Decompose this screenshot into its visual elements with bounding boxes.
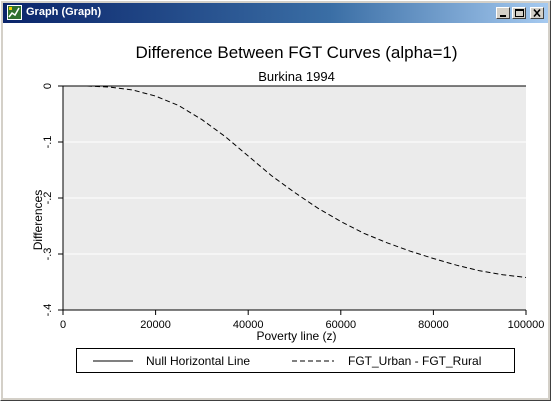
- legend-swatch-dashed: [292, 360, 334, 362]
- y-tick-label: 0: [42, 83, 54, 89]
- legend-swatch-solid: [93, 360, 133, 362]
- close-button[interactable]: [530, 7, 544, 19]
- tick-labels: 0 -.1 -.2 -.3 -.4 0 20000 40000 60000 80000 100000: [42, 83, 544, 331]
- graph-area: Difference Between FGT Curves (alpha=1) …: [3, 23, 548, 398]
- close-icon: [533, 8, 541, 18]
- stata-graph-icon: [7, 5, 22, 20]
- grid-lines: [63, 141, 526, 255]
- minimize-button[interactable]: [496, 7, 510, 19]
- legend-label: FGT_Urban - FGT_Rural: [348, 354, 482, 368]
- x-tick-label: 60000: [326, 319, 357, 331]
- title-bar[interactable]: Graph (Graph): [3, 3, 548, 23]
- x-tick-label: 40000: [233, 319, 264, 331]
- minimize-icon: [500, 15, 506, 17]
- y-tick-label: -.3: [42, 248, 54, 261]
- legend: Null Horizontal Line FGT_Urban - FGT_Rur…: [76, 348, 515, 373]
- y-tick-label: -.4: [42, 304, 54, 317]
- legend-label: Null Horizontal Line: [146, 354, 251, 368]
- chart-canvas: 0 -.1 -.2 -.3 -.4 0 20000 40000 60000 80000 100000: [42, 83, 544, 331]
- axes: [58, 85, 527, 315]
- x-tick-label: 20000: [140, 319, 171, 331]
- y-axis-label: Differences: [31, 189, 45, 251]
- x-axis-label: Poverty line (z): [256, 329, 337, 343]
- x-tick-label: 0: [60, 319, 66, 331]
- x-tick-label: 100000: [508, 319, 545, 331]
- series-lines: [63, 85, 527, 278]
- x-tick-label: 80000: [418, 319, 449, 331]
- maximize-button[interactable]: [512, 7, 526, 19]
- window-title: Graph (Graph): [26, 6, 102, 18]
- fgt-difference-line: [63, 85, 527, 278]
- maximize-icon: [515, 9, 524, 17]
- chart-subtitle: Burkina 1994: [258, 69, 335, 84]
- y-tick-label: -.1: [42, 136, 54, 149]
- y-tick-label: -.2: [42, 192, 54, 205]
- legend-item-fgt-diff: FGT_Urban - FGT_Rural: [290, 354, 510, 368]
- legend-item-null-line: Null Horizontal Line: [91, 354, 281, 368]
- chart-title: Difference Between FGT Curves (alpha=1): [135, 43, 458, 62]
